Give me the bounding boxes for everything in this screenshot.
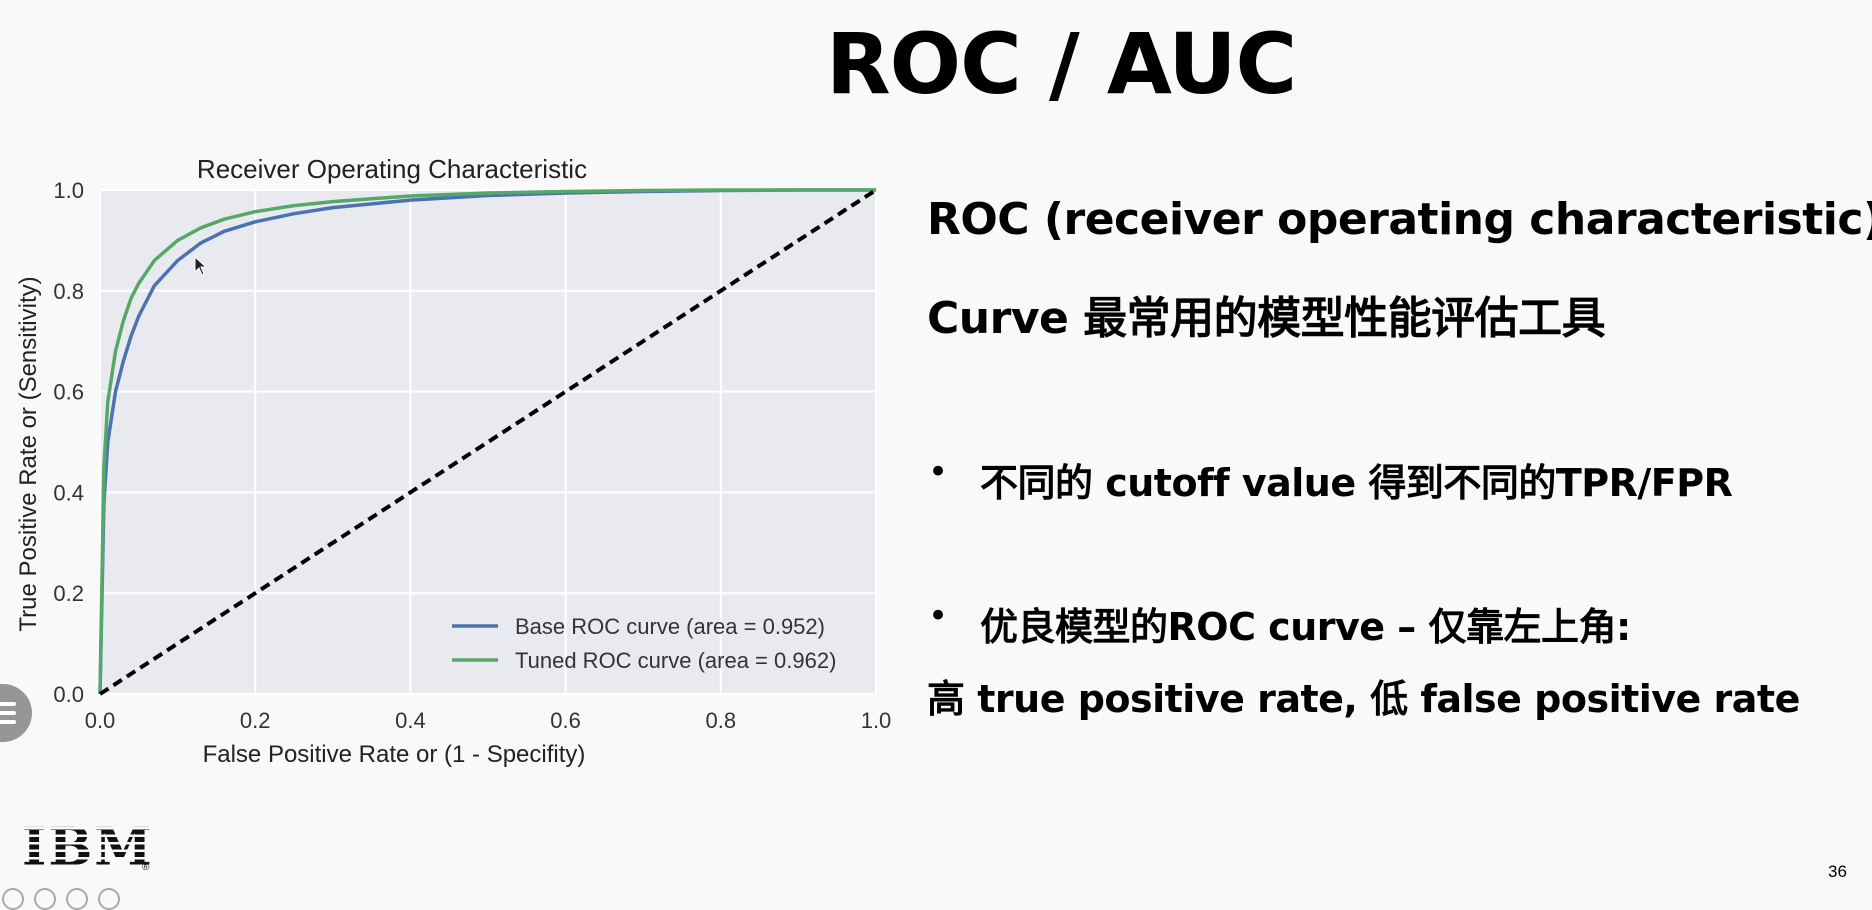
x-tick-label: 0.0 <box>85 708 116 733</box>
x-tick-label: 0.2 <box>240 708 271 733</box>
bullet-2-continued: 高 true positive rate, 低 false positive r… <box>927 677 1800 721</box>
ibm-logo: IBM <box>22 817 154 878</box>
slide-title: ROC / AUC <box>826 15 1297 113</box>
pen-tool-icon[interactable] <box>2 888 24 910</box>
bullet-2-text: 优良模型的ROC curve – 仅靠左上角: <box>980 605 1631 649</box>
legend-label: Tuned ROC curve (area = 0.962) <box>515 648 836 673</box>
y-tick-label: 1.0 <box>53 178 84 203</box>
chart-title: Receiver Operating Characteristic <box>197 154 587 184</box>
bullet-dot-1: • <box>928 452 949 492</box>
legend-label: Base ROC curve (area = 0.952) <box>515 614 825 639</box>
zoom-icon[interactable] <box>66 888 88 910</box>
y-tick-label: 0.6 <box>53 380 84 405</box>
next-arrow-icon[interactable] <box>98 888 120 910</box>
x-tick-label: 0.6 <box>550 708 581 733</box>
y-tick-label: 0.2 <box>53 581 84 606</box>
bullet-1-text: 不同的 cutoff value 得到不同的TPR/FPR <box>980 461 1733 505</box>
y-tick-label: 0.4 <box>53 480 84 505</box>
slides-icon[interactable] <box>34 888 56 910</box>
x-tick-label: 1.0 <box>861 708 892 733</box>
chance-diagonal-line <box>98 188 878 696</box>
x-tick-label: 0.4 <box>395 708 426 733</box>
x-tick-label: 0.8 <box>706 708 737 733</box>
y-axis-label: True Positive Rate or (Sensitivity) <box>15 276 42 631</box>
x-axis-label: False Positive Rate or (1 - Specifity) <box>203 741 586 768</box>
bullet-dot-2: • <box>928 596 949 636</box>
roc-chart: 0.0 0.2 0.4 0.6 0.8 1.0 0.0 0.2 0.4 0.6 0.8 1.0 Rece… <box>15 154 892 768</box>
heading-line-1: ROC (receiver operating characteristic) <box>927 194 1872 245</box>
heading-line-2: Curve 最常用的模型性能评估工具 <box>927 293 1606 344</box>
y-tick-label: 0.8 <box>53 279 84 304</box>
page-number: 36 <box>1828 862 1847 881</box>
registered-mark-icon: ® <box>142 862 150 873</box>
y-tick-label: 0.0 <box>53 682 84 707</box>
roc-series-line-2 <box>98 188 876 695</box>
mouse-cursor-icon <box>194 256 208 276</box>
presentation-toolbar <box>0 888 120 910</box>
